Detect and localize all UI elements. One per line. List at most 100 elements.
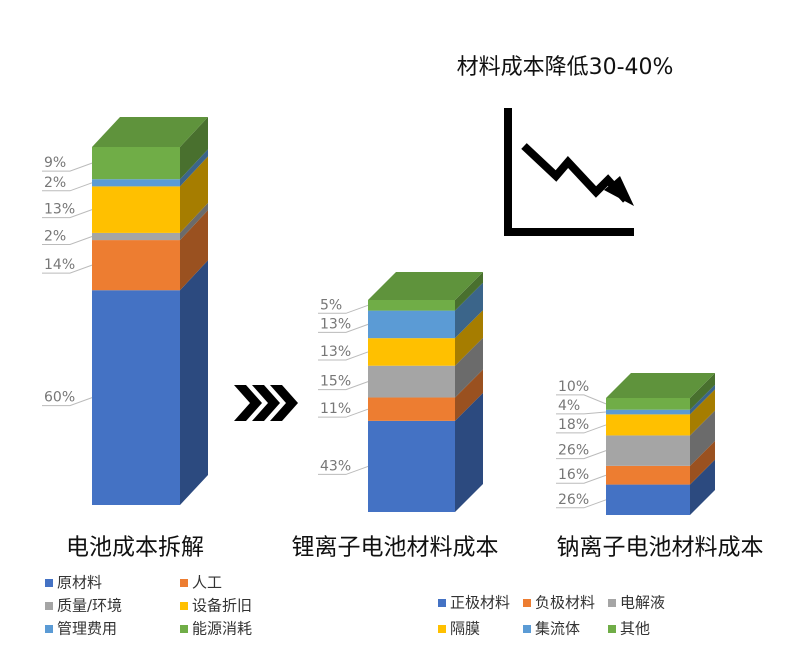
leader-line bbox=[42, 397, 93, 407]
data-label: 60% bbox=[44, 390, 75, 406]
bar-segment bbox=[92, 232, 180, 241]
data-label: 9% bbox=[44, 155, 66, 171]
bar-top bbox=[92, 117, 208, 147]
bar-side bbox=[455, 337, 483, 398]
bar-segment bbox=[368, 310, 455, 339]
legend-swatch bbox=[45, 579, 53, 587]
bar-segment bbox=[92, 179, 180, 187]
chevrons bbox=[234, 385, 298, 421]
data-label: 13% bbox=[44, 202, 75, 218]
chevron bbox=[270, 385, 298, 421]
bar-segment bbox=[92, 147, 180, 180]
legend-swatch bbox=[180, 579, 188, 587]
bar-side bbox=[690, 410, 715, 466]
chart-title: 电池成本拆解 bbox=[66, 535, 204, 561]
leader-line bbox=[42, 209, 93, 219]
legend-swatch bbox=[608, 599, 616, 607]
data-label: 11% bbox=[320, 401, 351, 417]
bar-segment bbox=[368, 338, 455, 366]
chart-title: 钠离子电池材料成本 bbox=[557, 535, 764, 561]
legend-label: 质量/环境 bbox=[57, 597, 122, 615]
bar-segment bbox=[92, 290, 180, 505]
legend-label: 集流体 bbox=[535, 620, 580, 638]
bar-segment bbox=[92, 240, 180, 291]
data-label: 15% bbox=[320, 374, 351, 390]
data-label: 26% bbox=[558, 443, 589, 459]
bar-segment bbox=[92, 186, 180, 233]
legend-label: 人工 bbox=[192, 574, 222, 592]
bar-segment bbox=[368, 365, 455, 398]
bar-side bbox=[180, 260, 208, 505]
data-label: 10% bbox=[558, 379, 589, 395]
bar-side bbox=[690, 373, 715, 410]
legend-swatch bbox=[45, 602, 53, 610]
legend-swatch bbox=[45, 625, 53, 633]
icon-trend bbox=[521, 143, 629, 203]
bar-segment bbox=[606, 465, 690, 485]
bar-side bbox=[455, 369, 483, 421]
icon-axes bbox=[504, 108, 634, 236]
data-label: 14% bbox=[44, 257, 75, 273]
bar-segment bbox=[606, 398, 690, 410]
chevron bbox=[234, 385, 262, 421]
bar-segment bbox=[606, 409, 690, 415]
bar-segment bbox=[368, 397, 455, 421]
leader-line bbox=[318, 351, 369, 361]
leader-line bbox=[318, 323, 369, 333]
legend-swatch bbox=[438, 625, 446, 633]
decline-icon bbox=[504, 108, 634, 236]
data-label: 2% bbox=[44, 229, 66, 245]
bar-top bbox=[606, 373, 715, 398]
data-label: 43% bbox=[320, 458, 351, 474]
bar-segment bbox=[368, 300, 455, 311]
data-label: 26% bbox=[558, 492, 589, 508]
bar-side bbox=[455, 282, 483, 339]
bar-side bbox=[180, 202, 208, 241]
legend-label: 原材料 bbox=[57, 574, 102, 592]
data-label: 18% bbox=[558, 417, 589, 433]
legend-label: 电解液 bbox=[620, 594, 665, 612]
bar-side bbox=[690, 440, 715, 485]
headline: 材料成本降低30-40% bbox=[457, 55, 674, 80]
chevron bbox=[252, 385, 280, 421]
leader-line bbox=[318, 304, 369, 314]
leader-line bbox=[42, 264, 93, 274]
bar-side bbox=[180, 149, 208, 187]
data-label: 13% bbox=[320, 316, 351, 332]
leader-line bbox=[556, 499, 607, 509]
bar-segment bbox=[606, 414, 690, 436]
leader-line bbox=[556, 450, 607, 460]
legend-swatch bbox=[523, 625, 531, 633]
leader-line bbox=[42, 162, 93, 172]
bar-side bbox=[455, 272, 483, 311]
legend-label: 正极材料 bbox=[450, 594, 510, 612]
legend-label: 能源消耗 bbox=[192, 620, 252, 638]
bar-side bbox=[180, 156, 208, 233]
leader-line bbox=[42, 236, 93, 245]
legend-label: 隔膜 bbox=[450, 620, 480, 638]
leader-line bbox=[318, 465, 369, 475]
bar-segment bbox=[606, 484, 690, 515]
legend-swatch bbox=[523, 599, 531, 607]
bar-side bbox=[455, 310, 483, 366]
bar-side bbox=[690, 389, 715, 436]
leader-line bbox=[42, 182, 93, 192]
leader-line bbox=[556, 424, 607, 434]
bar-segment bbox=[368, 420, 455, 512]
bar-side bbox=[690, 459, 715, 515]
legend-label: 设备折旧 bbox=[192, 597, 252, 615]
bar-side bbox=[180, 117, 208, 180]
data-label: 16% bbox=[558, 467, 589, 483]
leader-line bbox=[318, 408, 369, 418]
bar-segment bbox=[606, 435, 690, 466]
legend-swatch bbox=[180, 602, 188, 610]
legend-label: 其他 bbox=[620, 620, 650, 638]
legend-label: 负极材料 bbox=[535, 594, 595, 612]
leader-line bbox=[556, 411, 607, 415]
legend-swatch bbox=[180, 625, 188, 633]
chart-title: 锂离子电池材料成本 bbox=[292, 535, 499, 561]
leader-line bbox=[556, 474, 607, 484]
bar-side bbox=[690, 384, 715, 415]
